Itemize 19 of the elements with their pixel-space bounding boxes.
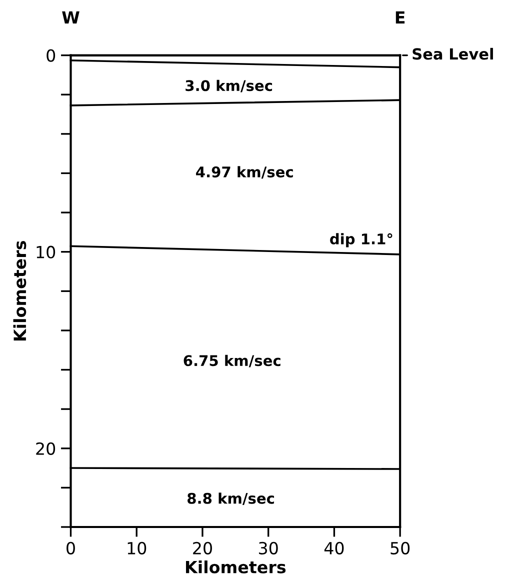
x-axis-title: Kilometers bbox=[186, 560, 286, 574]
text: W bbox=[62, 11, 80, 24]
y-axis-title: Kilometers bbox=[13, 241, 26, 341]
annotation: dip 1.1° bbox=[330, 233, 392, 248]
annotation: 3.0 km/sec bbox=[186, 80, 272, 92]
annotation: 8.8 km/sec bbox=[188, 492, 274, 506]
text: E bbox=[396, 11, 405, 24]
ref-line-label: Sea Level bbox=[412, 48, 493, 60]
y-tick-label: 0 bbox=[46, 49, 56, 62]
x-tick-label: 0 bbox=[66, 542, 75, 554]
annotation: 6.75 km/sec bbox=[184, 354, 280, 368]
y-tick-label: 20 bbox=[36, 442, 56, 455]
annotation: 4.97 km/sec bbox=[196, 166, 293, 179]
x-tick-label: 20 bbox=[193, 542, 212, 554]
x-tick-label: 30 bbox=[259, 542, 278, 554]
y-tick-label: 10 bbox=[36, 246, 56, 258]
x-tick-label: 50 bbox=[390, 542, 410, 554]
x-tick-label: 10 bbox=[128, 542, 146, 554]
x-tick-label: 40 bbox=[324, 542, 344, 554]
